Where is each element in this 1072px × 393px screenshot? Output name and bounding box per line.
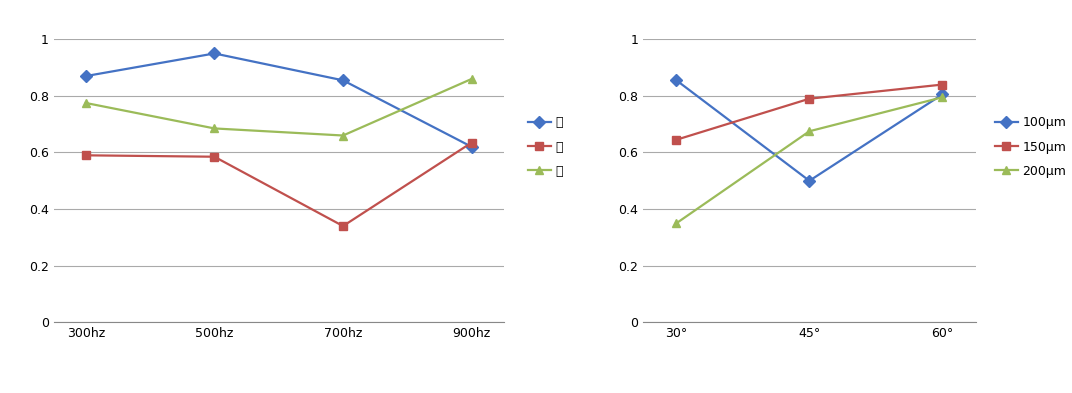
Line: 중: 중	[81, 138, 476, 230]
하	[208, 126, 221, 131]
중	[337, 224, 349, 228]
상	[465, 145, 478, 149]
Legend: 100μm, 150μm, 200μm: 100μm, 150μm, 200μm	[995, 116, 1067, 178]
중	[465, 140, 478, 145]
상	[208, 51, 221, 56]
100μm	[803, 178, 816, 183]
Line: 상: 상	[81, 49, 476, 151]
Legend: 상, 중, 하: 상, 중, 하	[528, 116, 563, 178]
상	[337, 78, 349, 83]
Line: 하: 하	[81, 75, 476, 140]
Line: 200μm: 200μm	[672, 93, 947, 228]
하	[465, 77, 478, 81]
200μm	[936, 95, 949, 100]
Line: 150μm: 150μm	[672, 81, 947, 144]
200μm	[803, 129, 816, 134]
100μm	[936, 92, 949, 97]
Line: 100μm: 100μm	[672, 76, 947, 185]
150μm	[936, 82, 949, 87]
상	[79, 74, 92, 79]
중	[208, 154, 221, 159]
100μm	[670, 78, 683, 83]
하	[337, 133, 349, 138]
중	[79, 153, 92, 158]
하	[79, 101, 92, 105]
150μm	[670, 138, 683, 142]
150μm	[803, 96, 816, 101]
200μm	[670, 221, 683, 226]
